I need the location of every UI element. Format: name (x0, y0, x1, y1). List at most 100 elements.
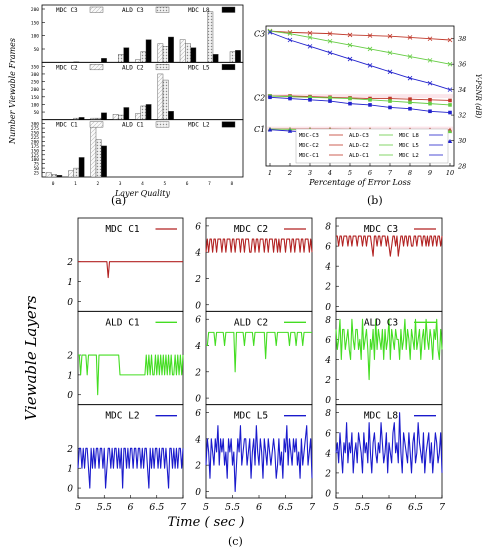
bar (229, 51, 236, 63)
point-marker (427, 80, 433, 86)
x-tick-label: 0 (52, 181, 55, 187)
x-tick-label: 6 (256, 502, 262, 513)
bar (56, 175, 63, 178)
x-tick-label: 6.5 (149, 502, 164, 513)
y-tick-label: 100 (31, 34, 39, 40)
series-line (269, 30, 451, 41)
y-tick-label: 4 (194, 342, 201, 352)
series-line (270, 95, 451, 101)
legend-label: ALD C2 (122, 64, 144, 71)
point-marker (447, 37, 453, 43)
point-marker (308, 98, 312, 102)
point-marker (388, 105, 392, 110)
point-marker (348, 101, 352, 106)
y-tick-label: 8 (325, 223, 331, 233)
point-marker (367, 63, 373, 68)
series-line (336, 235, 443, 257)
point-marker (347, 32, 353, 38)
point-marker (407, 35, 413, 40)
series-line (335, 412, 443, 474)
y-axis-label: Viewable Layers (22, 295, 40, 420)
x-tick-label: 4 (327, 169, 332, 177)
bar (45, 172, 52, 178)
y-tick-label: 2 (324, 283, 331, 293)
y-tick-label: 6 (325, 429, 331, 439)
bar (157, 43, 164, 63)
point-marker (447, 129, 453, 134)
y-tick-label: 50 (34, 47, 40, 53)
x-tick-label: 5.5 (355, 502, 370, 513)
bar (168, 111, 174, 120)
point-marker (428, 109, 432, 114)
y-tick-label: 4 (194, 435, 201, 445)
y-tick-label: 100 (31, 157, 39, 163)
legend-label: MDC C2 (56, 64, 78, 71)
point-marker (388, 99, 392, 103)
row-label: ALD C1 (105, 317, 140, 328)
y-tick-label: 275 (31, 126, 39, 132)
y-tick-label: 0 (195, 301, 201, 311)
legend-label: ALD C1 (122, 122, 144, 129)
bar (185, 43, 191, 63)
legend-label: MDC L8 (188, 7, 210, 14)
bar (179, 39, 186, 63)
legend-box (295, 128, 449, 164)
legend-swatch (155, 6, 170, 13)
y-axis-label: Number Viewable Frames (8, 38, 17, 145)
x-tick-label: 5.5 (97, 502, 112, 513)
annotation: C1 (254, 125, 265, 134)
y-tick-label: 8 (325, 409, 331, 419)
row-label: ALD C2 (234, 317, 268, 328)
y-tick-label: 0 (67, 391, 73, 401)
y-tick-label: 6 (195, 222, 201, 232)
y-tick-label: 300 (31, 122, 39, 128)
bar (101, 112, 107, 120)
y-tick-label: 30 (458, 137, 466, 145)
bar (145, 39, 152, 63)
point-marker (328, 99, 332, 103)
point-marker (348, 96, 352, 101)
x-tick-label: 7 (309, 502, 316, 513)
point-marker (448, 98, 452, 103)
legend-swatch (155, 121, 170, 128)
bar (190, 47, 197, 63)
point-marker (368, 103, 372, 107)
point-marker (288, 94, 292, 99)
legend-swatch (155, 64, 170, 71)
legend-swatch (221, 121, 236, 128)
y-tick-label: 34 (458, 86, 466, 94)
y-tick-label: 6 (195, 316, 201, 326)
x-tick-label: 6.5 (278, 502, 293, 513)
point-marker (327, 38, 333, 44)
y-tick-label: 1 (67, 371, 73, 381)
y-tick-label: 4 (324, 449, 331, 459)
y-tick-label: 1 (67, 465, 73, 475)
legend-swatch (89, 6, 104, 13)
band (267, 126, 453, 131)
annotation: C2 (254, 93, 265, 102)
point-marker (307, 35, 313, 40)
bar (101, 145, 107, 178)
y-tick-label: 2 (324, 469, 331, 479)
x-axis-label: Time ( sec ) (167, 515, 244, 530)
point-marker (408, 106, 412, 111)
bar (157, 73, 164, 120)
y-tick-label: 2 (194, 462, 201, 472)
legend-label: ALD-C1 (349, 153, 369, 159)
point-marker (267, 127, 273, 132)
point-marker (268, 95, 272, 100)
y-tick-label: 0 (325, 303, 331, 313)
legend-label: MDC-C1 (299, 153, 319, 159)
y-tick-label: 25 (34, 171, 40, 177)
y-tick-label: 250 (31, 80, 39, 86)
panel-a-frame (41, 119, 244, 178)
point-marker (347, 56, 353, 62)
point-marker (288, 96, 292, 101)
series-line (78, 261, 183, 279)
y-tick-label: 4 (324, 356, 331, 366)
point-marker (427, 36, 433, 42)
y-axis-label: Y-PSNR (dB) (474, 74, 482, 119)
y-tick-label: 200 (31, 87, 39, 93)
